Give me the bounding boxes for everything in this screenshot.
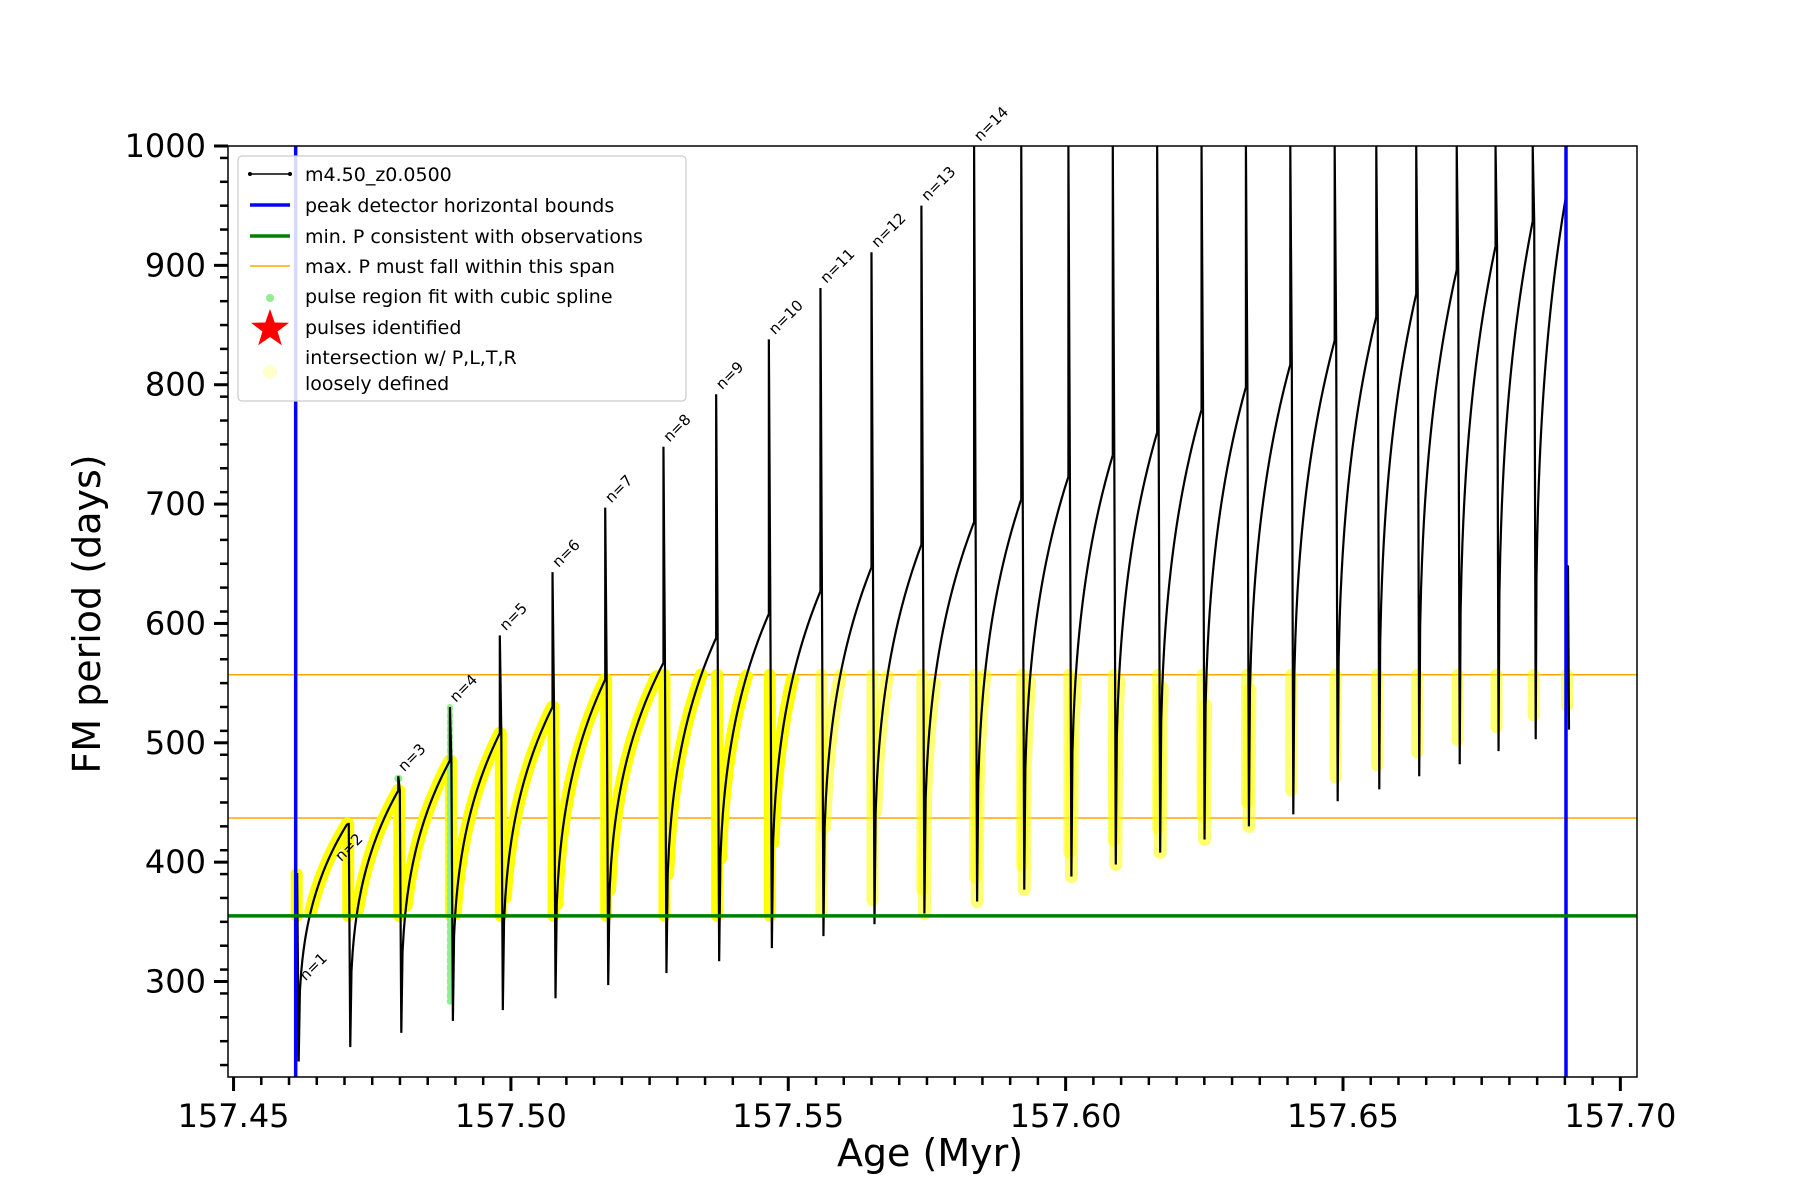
intersection-band-1 bbox=[304, 817, 354, 918]
intersection-band-4 bbox=[448, 726, 507, 921]
pulse-label-3: n=3 bbox=[394, 740, 429, 775]
track-segment-1 bbox=[295, 823, 349, 1062]
legend-label-6: pulses identified bbox=[305, 317, 461, 339]
y-tick-label-4: 600 bbox=[145, 604, 206, 642]
track-segment-4 bbox=[448, 706, 501, 1021]
legend-star-icon bbox=[251, 309, 289, 346]
intersection-band-6 bbox=[550, 673, 612, 911]
track-segment-19 bbox=[1200, 146, 1247, 840]
pulse-label-14: n=14 bbox=[970, 103, 1012, 145]
pulse-label-5: n=5 bbox=[496, 599, 531, 634]
pulse-label-6: n=6 bbox=[549, 536, 584, 571]
legend-label-7-line2: loosely defined bbox=[305, 373, 449, 395]
legend-label-4: max. P must fall within this span bbox=[305, 256, 615, 278]
legend-label-7: intersection w/ P,L,T,R bbox=[305, 347, 517, 369]
intersection-band-9 bbox=[713, 669, 753, 865]
legend-marker-dot-green bbox=[266, 294, 274, 302]
track-segment-14 bbox=[973, 146, 1023, 902]
tick-layer: 157.45 157.50 157.55 157.60 157.65 157.70 300 4… bbox=[125, 127, 1677, 1135]
y-tick-label-5: 700 bbox=[145, 485, 206, 523]
track-segment-26 bbox=[1494, 146, 1534, 752]
y-tick-label-6: 800 bbox=[145, 366, 206, 404]
track-segment-2 bbox=[347, 790, 400, 1048]
track-segment-8 bbox=[662, 446, 718, 974]
pulse-label-11: n=11 bbox=[817, 245, 859, 287]
legend-marker-circle bbox=[263, 365, 277, 379]
track-segment-3 bbox=[397, 760, 451, 1033]
pulse-label-4: n=4 bbox=[446, 671, 481, 706]
legend-box bbox=[237, 155, 687, 402]
track-segment-5 bbox=[498, 635, 554, 1011]
legend-marker-dot bbox=[248, 172, 252, 176]
track-segment-18 bbox=[1156, 146, 1203, 853]
legend-label-1: m4.50_z0.0500 bbox=[305, 164, 452, 186]
intersection-band-5 bbox=[498, 700, 560, 904]
track-segment-15 bbox=[1020, 146, 1070, 890]
pulse-label-10: n=10 bbox=[765, 296, 807, 338]
track-segment-24 bbox=[1415, 146, 1458, 777]
intersection-band-3 bbox=[399, 754, 457, 913]
track-segment-21 bbox=[1289, 146, 1336, 815]
track-segment-7 bbox=[604, 507, 665, 986]
track-segment-17 bbox=[1111, 146, 1159, 865]
legend-label-3: min. P consistent with observations bbox=[305, 226, 643, 248]
track-layer bbox=[228, 146, 1637, 1077]
track-segment-12 bbox=[870, 252, 923, 925]
track-segment-6 bbox=[551, 572, 607, 999]
intersection-band-7 bbox=[603, 670, 664, 897]
y-tick-label-2: 400 bbox=[145, 843, 206, 881]
track-segment-20 bbox=[1244, 146, 1292, 827]
intersection-band-2 bbox=[350, 784, 405, 917]
x-tick-label-5: 157.65 bbox=[1287, 1097, 1399, 1135]
legend-marker-dot bbox=[288, 172, 292, 176]
x-tick-label-3: 157.55 bbox=[732, 1097, 844, 1135]
legend-label-5: pulse region fit with cubic spline bbox=[305, 286, 613, 308]
x-tick-label-1: 157.45 bbox=[178, 1097, 290, 1135]
y-tick-label-7: 900 bbox=[145, 246, 206, 284]
track-segment-10 bbox=[767, 339, 822, 949]
x-tick-label-2: 157.50 bbox=[455, 1097, 567, 1135]
track-segment-23 bbox=[1375, 146, 1418, 790]
pulse-label-12: n=12 bbox=[868, 209, 910, 251]
track-segment-11 bbox=[819, 288, 873, 937]
y-tick-label-1: 300 bbox=[145, 963, 206, 1001]
pulse-label-9: n=9 bbox=[712, 358, 747, 393]
x-axis-label: Age (Myr) bbox=[837, 1131, 1023, 1175]
track-segment-22 bbox=[1333, 146, 1378, 802]
pulse-label-13: n=13 bbox=[918, 163, 960, 205]
track-segment-16 bbox=[1067, 146, 1114, 877]
y-tick-label-3: 500 bbox=[145, 724, 206, 762]
intersection-band-8 bbox=[661, 668, 708, 881]
legend-label-2: peak detector horizontal bounds bbox=[305, 195, 614, 217]
pulse-label-8: n=8 bbox=[660, 411, 695, 446]
y-tick-label-8: 1000 bbox=[125, 127, 206, 165]
x-tick-label-6: 157.70 bbox=[1564, 1097, 1676, 1135]
x-tick-label-4: 157.60 bbox=[1010, 1097, 1122, 1135]
track-segment-25 bbox=[1455, 146, 1497, 765]
y-axis-label: FM period (days) bbox=[65, 454, 109, 773]
pulse-label-7: n=7 bbox=[601, 471, 636, 506]
track-segment-13 bbox=[920, 205, 976, 914]
track-segment-27 bbox=[1531, 146, 1568, 740]
track-segment-9 bbox=[715, 394, 770, 962]
